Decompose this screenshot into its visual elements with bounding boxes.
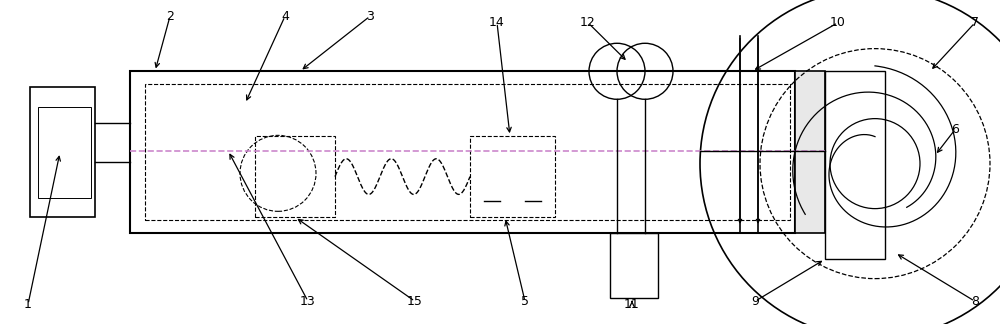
Text: 12: 12	[580, 16, 596, 29]
Bar	[470, 136, 555, 217]
Text: 1: 1	[24, 298, 32, 311]
Text: 2: 2	[166, 10, 174, 23]
Bar	[38, 107, 91, 198]
Bar	[255, 136, 335, 217]
Bar	[30, 87, 95, 217]
Text: 4: 4	[281, 10, 289, 23]
Bar	[145, 84, 790, 220]
Text: 7: 7	[971, 16, 979, 29]
Text: 10: 10	[830, 16, 846, 29]
Text: 8: 8	[971, 295, 979, 308]
Text: 13: 13	[300, 295, 316, 308]
Text: 5: 5	[521, 295, 529, 308]
Bar	[610, 233, 658, 298]
Bar	[795, 71, 825, 233]
Text: 9: 9	[751, 295, 759, 308]
Text: 15: 15	[407, 295, 423, 308]
Text: 11: 11	[624, 298, 640, 311]
Text: 14: 14	[489, 16, 505, 29]
Text: 3: 3	[366, 10, 374, 23]
Bar	[130, 71, 795, 233]
Text: 6: 6	[951, 123, 959, 136]
Bar	[825, 71, 885, 259]
